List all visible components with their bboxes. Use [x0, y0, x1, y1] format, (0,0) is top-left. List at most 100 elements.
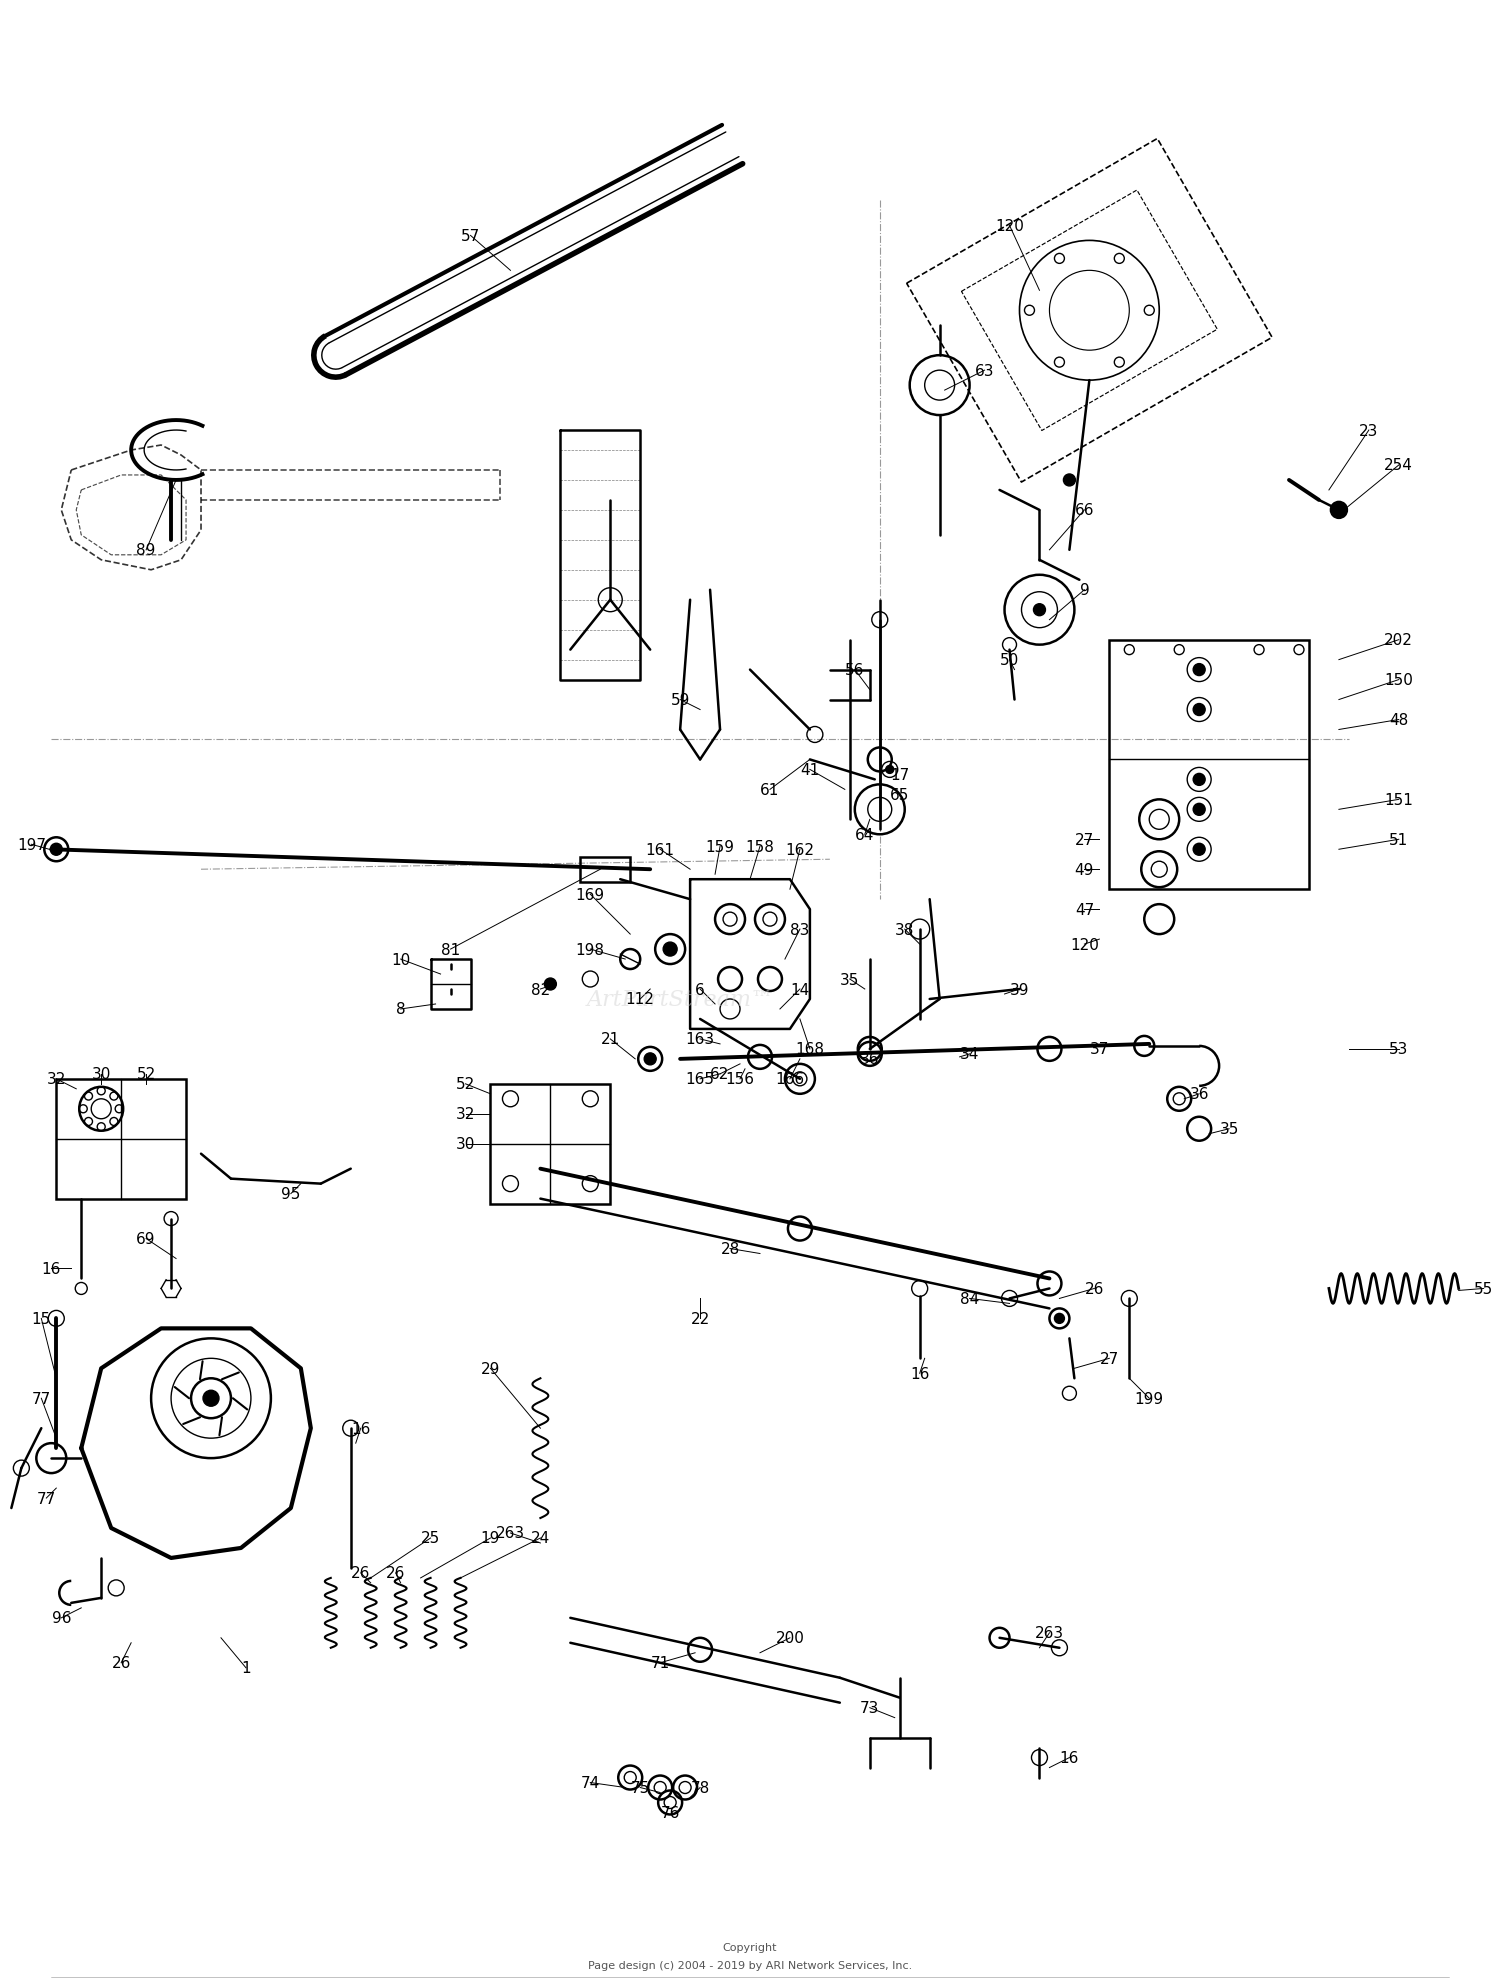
Text: ArtPartStream™: ArtPartStream™: [586, 988, 774, 1010]
Text: 263: 263: [496, 1527, 525, 1540]
Text: 17: 17: [890, 768, 909, 782]
Text: 28: 28: [720, 1241, 740, 1257]
Text: Copyright: Copyright: [723, 1942, 777, 1952]
Text: 6: 6: [694, 982, 705, 998]
Text: 15: 15: [32, 1311, 51, 1327]
Text: 161: 161: [645, 842, 675, 857]
Text: 34: 34: [960, 1047, 980, 1061]
Text: 16: 16: [1059, 1750, 1078, 1766]
Text: 16: 16: [42, 1261, 62, 1277]
Text: 158: 158: [746, 840, 774, 853]
Text: 198: 198: [576, 942, 604, 956]
Text: 77: 77: [32, 1392, 51, 1406]
Text: 19: 19: [482, 1531, 500, 1546]
Circle shape: [1192, 804, 1204, 816]
Circle shape: [1034, 604, 1046, 616]
Text: 52: 52: [136, 1067, 156, 1081]
Text: 48: 48: [1389, 713, 1408, 727]
Text: 69: 69: [136, 1232, 156, 1245]
Text: 66: 66: [1074, 503, 1094, 519]
Text: 159: 159: [705, 840, 735, 853]
Text: 36: 36: [1190, 1087, 1209, 1101]
Text: 21: 21: [600, 1032, 619, 1047]
Text: 63: 63: [975, 364, 994, 378]
Circle shape: [544, 978, 556, 990]
Text: 30: 30: [92, 1067, 111, 1081]
Text: 263: 263: [1035, 1626, 1064, 1641]
Text: 37: 37: [1089, 1041, 1108, 1057]
Text: 49: 49: [1074, 861, 1094, 877]
Text: 51: 51: [1389, 832, 1408, 847]
Text: 35: 35: [840, 972, 860, 986]
Circle shape: [51, 843, 63, 855]
Text: 53: 53: [1389, 1041, 1408, 1057]
Text: 65: 65: [890, 788, 909, 802]
Circle shape: [638, 1047, 662, 1071]
Text: 30: 30: [456, 1137, 476, 1152]
Text: 166: 166: [776, 1071, 804, 1087]
Text: 32: 32: [46, 1071, 66, 1087]
Bar: [580, 857, 630, 883]
Text: 9: 9: [1080, 582, 1089, 598]
Text: 26: 26: [386, 1566, 405, 1580]
Bar: [490, 1085, 610, 1204]
Text: 50: 50: [1000, 653, 1018, 667]
Text: 197: 197: [16, 838, 46, 851]
Text: 200: 200: [776, 1630, 804, 1645]
Text: 10: 10: [392, 952, 411, 966]
Text: 52: 52: [456, 1077, 476, 1091]
Text: 22: 22: [690, 1311, 709, 1327]
Text: 151: 151: [1384, 792, 1413, 808]
Text: 29: 29: [482, 1360, 500, 1376]
Text: 16: 16: [910, 1366, 930, 1382]
Text: 38: 38: [896, 923, 915, 937]
Text: 73: 73: [859, 1701, 879, 1715]
Text: 202: 202: [1384, 634, 1413, 647]
Circle shape: [1192, 774, 1204, 786]
Text: 168: 168: [795, 1041, 825, 1057]
Bar: [1110, 640, 1310, 889]
Text: 150: 150: [1384, 673, 1413, 687]
Text: 89: 89: [136, 543, 156, 558]
Text: 36: 36: [859, 1051, 879, 1067]
Text: 16: 16: [351, 1422, 370, 1435]
Text: 78: 78: [690, 1780, 709, 1796]
Text: 77: 77: [36, 1491, 56, 1507]
Text: 59: 59: [670, 693, 690, 707]
Text: 64: 64: [855, 828, 874, 842]
Text: 120: 120: [994, 220, 1024, 234]
Text: 254: 254: [1384, 457, 1413, 473]
Text: 55: 55: [1474, 1281, 1494, 1297]
Text: 96: 96: [51, 1610, 70, 1626]
Text: 82: 82: [531, 982, 550, 998]
Text: 156: 156: [726, 1071, 754, 1087]
Text: 61: 61: [760, 782, 780, 798]
Text: 1: 1: [242, 1661, 250, 1675]
Text: 41: 41: [801, 762, 819, 778]
Circle shape: [1054, 1315, 1065, 1325]
Circle shape: [1064, 475, 1076, 487]
Circle shape: [202, 1390, 219, 1406]
Text: 39: 39: [1010, 982, 1029, 998]
Circle shape: [644, 1053, 656, 1065]
Text: 47: 47: [1076, 903, 1094, 917]
Circle shape: [663, 942, 676, 956]
Text: 71: 71: [651, 1655, 670, 1671]
Text: 23: 23: [1359, 424, 1378, 438]
Text: 25: 25: [422, 1531, 440, 1546]
Text: 26: 26: [111, 1655, 130, 1671]
Text: 76: 76: [660, 1806, 680, 1820]
Text: 120: 120: [1070, 937, 1100, 952]
Text: 162: 162: [786, 842, 814, 857]
Text: 27: 27: [1076, 832, 1094, 847]
Text: 165: 165: [686, 1071, 714, 1087]
Circle shape: [885, 766, 894, 774]
Text: 62: 62: [711, 1067, 729, 1081]
Text: 26: 26: [1084, 1281, 1104, 1297]
Text: 8: 8: [396, 1002, 405, 1018]
Circle shape: [1192, 705, 1204, 717]
Text: 112: 112: [626, 992, 654, 1008]
Text: Page design (c) 2004 - 2019 by ARI Network Services, Inc.: Page design (c) 2004 - 2019 by ARI Netwo…: [588, 1960, 912, 1970]
Text: 74: 74: [580, 1776, 600, 1790]
Text: 57: 57: [460, 230, 480, 244]
